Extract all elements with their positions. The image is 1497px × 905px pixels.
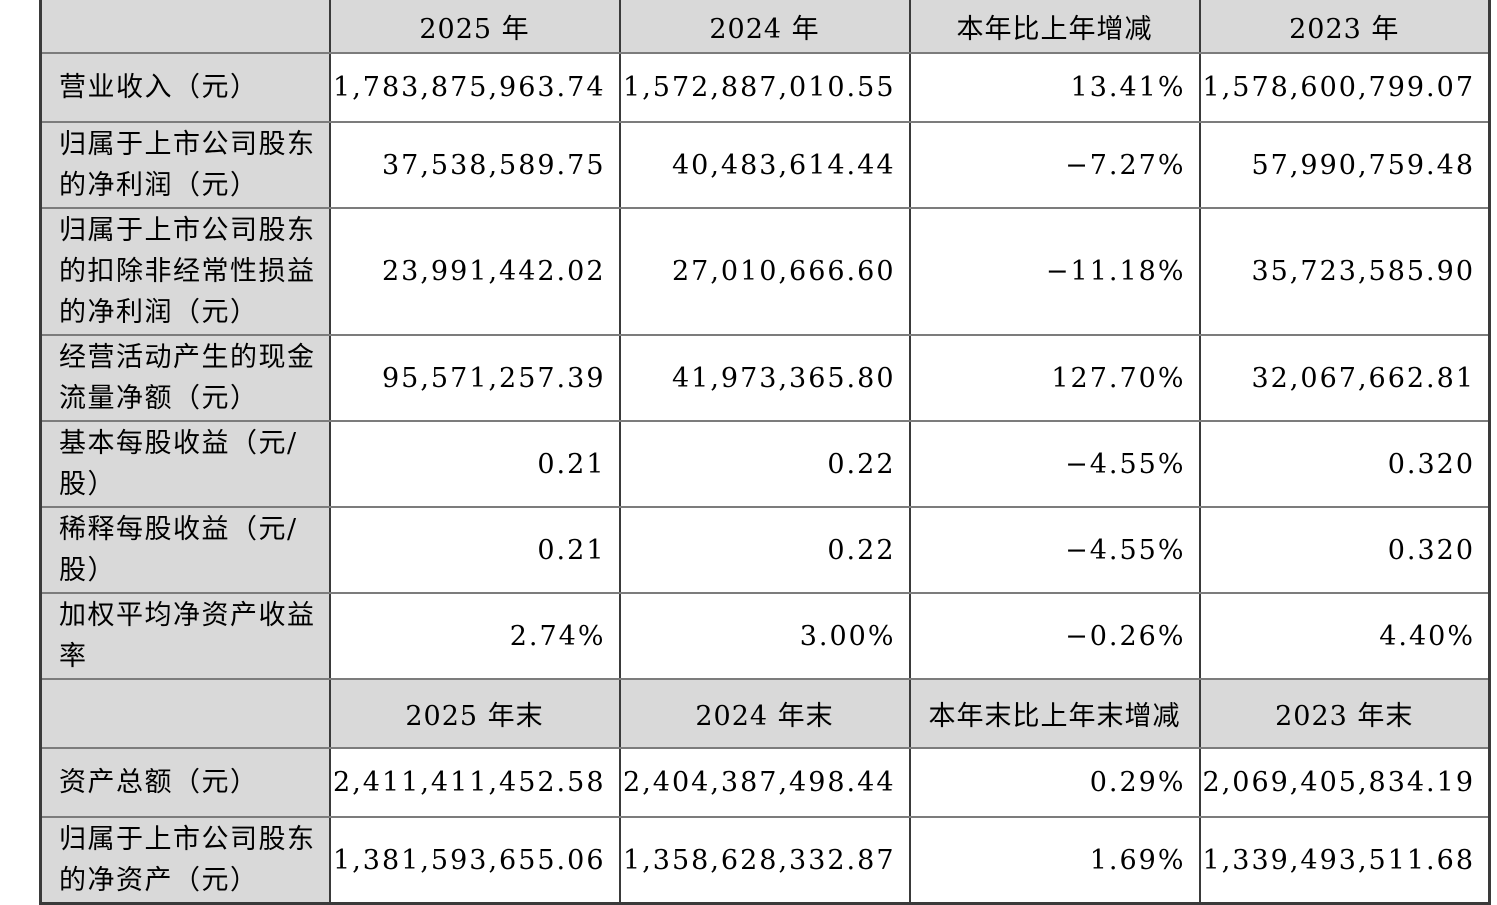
cell-2023: 57,990,759.48 (1198, 121, 1491, 209)
table-row-operating-cash-flow: 经营活动产生的现金 流量净额（元） 95,571,257.39 41,973,3… (39, 334, 1491, 422)
table-row-weighted-avg-roe: 加权平均净资产收益 率 2.74% 3.00% −0.26% 4.40% (39, 592, 1491, 680)
table-header-row-annual: 2025 年 2024 年 本年比上年增减 2023 年 (39, 0, 1491, 54)
cell-2025: 23,991,442.02 (328, 207, 621, 336)
cell-2024: 1,358,628,332.87 (618, 816, 911, 905)
cell-2023: 0.320 (1198, 420, 1491, 508)
cell-2023: 2,069,405,834.19 (1198, 747, 1491, 818)
table-row-basic-eps: 基本每股收益（元/ 股） 0.21 0.22 −4.55% 0.320 (39, 420, 1491, 508)
cell-change: 1.69% (908, 816, 1201, 905)
row-label: 营业收入（元） (39, 52, 331, 123)
cell-2025: 95,571,257.39 (328, 334, 621, 422)
header-2024-end: 2024 年末 (618, 678, 911, 749)
cell-change: −11.18% (908, 207, 1201, 336)
table-row-revenue: 营业收入（元） 1,783,875,963.74 1,572,887,010.5… (39, 52, 1491, 123)
table-row-total-assets: 资产总额（元） 2,411,411,452.58 2,404,387,498.4… (39, 747, 1491, 818)
cell-2023: 1,578,600,799.07 (1198, 52, 1491, 123)
cell-change: −4.55% (908, 420, 1201, 508)
row-label: 基本每股收益（元/ 股） (39, 420, 331, 508)
table-row-deducted-net-profit: 归属于上市公司股东 的扣除非经常性损益 的净利润（元） 23,991,442.0… (39, 207, 1491, 336)
row-label: 归属于上市公司股东 的净利润（元） (39, 121, 331, 209)
cell-2024: 0.22 (618, 420, 911, 508)
cell-2025: 1,381,593,655.06 (328, 816, 621, 905)
header-corner-cell (39, 0, 331, 54)
cell-2023: 0.320 (1198, 506, 1491, 594)
header-2023: 2023 年 (1198, 0, 1491, 54)
cell-2023: 4.40% (1198, 592, 1491, 680)
cell-2024: 41,973,365.80 (618, 334, 911, 422)
cell-change: −4.55% (908, 506, 1201, 594)
cell-change: 13.41% (908, 52, 1201, 123)
cell-2025: 1,783,875,963.74 (328, 52, 621, 123)
row-label: 加权平均净资产收益 率 (39, 592, 331, 680)
header-year-end-change: 本年末比上年末增减 (908, 678, 1201, 749)
cell-2024: 27,010,666.60 (618, 207, 911, 336)
cell-2025: 0.21 (328, 420, 621, 508)
header-2023-end: 2023 年末 (1198, 678, 1491, 749)
table-row-diluted-eps: 稀释每股收益（元/ 股） 0.21 0.22 −4.55% 0.320 (39, 506, 1491, 594)
row-label: 经营活动产生的现金 流量净额（元） (39, 334, 331, 422)
cell-2025: 2,411,411,452.58 (328, 747, 621, 818)
table-header-row-year-end: 2025 年末 2024 年末 本年末比上年末增减 2023 年末 (39, 678, 1491, 749)
cell-2023: 1,339,493,511.68 (1198, 816, 1491, 905)
header-2025: 2025 年 (328, 0, 621, 54)
cell-2024: 40,483,614.44 (618, 121, 911, 209)
cell-2024: 1,572,887,010.55 (618, 52, 911, 123)
cell-change: 0.29% (908, 747, 1201, 818)
row-label: 稀释每股收益（元/ 股） (39, 506, 331, 594)
row-label: 归属于上市公司股东 的扣除非经常性损益 的净利润（元） (39, 207, 331, 336)
header-2024: 2024 年 (618, 0, 911, 54)
cell-change: 127.70% (908, 334, 1201, 422)
cell-2024: 0.22 (618, 506, 911, 594)
cell-2025: 2.74% (328, 592, 621, 680)
cell-2025: 0.21 (328, 506, 621, 594)
table-row-net-assets: 归属于上市公司股东 的净资产（元） 1,381,593,655.06 1,358… (39, 816, 1491, 905)
cell-2024: 3.00% (618, 592, 911, 680)
cell-2023: 32,067,662.81 (1198, 334, 1491, 422)
header-corner-cell (39, 678, 331, 749)
table-row-net-profit: 归属于上市公司股东 的净利润（元） 37,538,589.75 40,483,6… (39, 121, 1491, 209)
cell-change: −0.26% (908, 592, 1201, 680)
header-2025-end: 2025 年末 (328, 678, 621, 749)
cell-2025: 37,538,589.75 (328, 121, 621, 209)
financial-summary-table: 2025 年 2024 年 本年比上年增减 2023 年 营业收入（元） 1,7… (39, 0, 1491, 905)
cell-2024: 2,404,387,498.44 (618, 747, 911, 818)
header-yoy-change: 本年比上年增减 (908, 0, 1201, 54)
row-label: 资产总额（元） (39, 747, 331, 818)
cell-2023: 35,723,585.90 (1198, 207, 1491, 336)
row-label: 归属于上市公司股东 的净资产（元） (39, 816, 331, 905)
cell-change: −7.27% (908, 121, 1201, 209)
